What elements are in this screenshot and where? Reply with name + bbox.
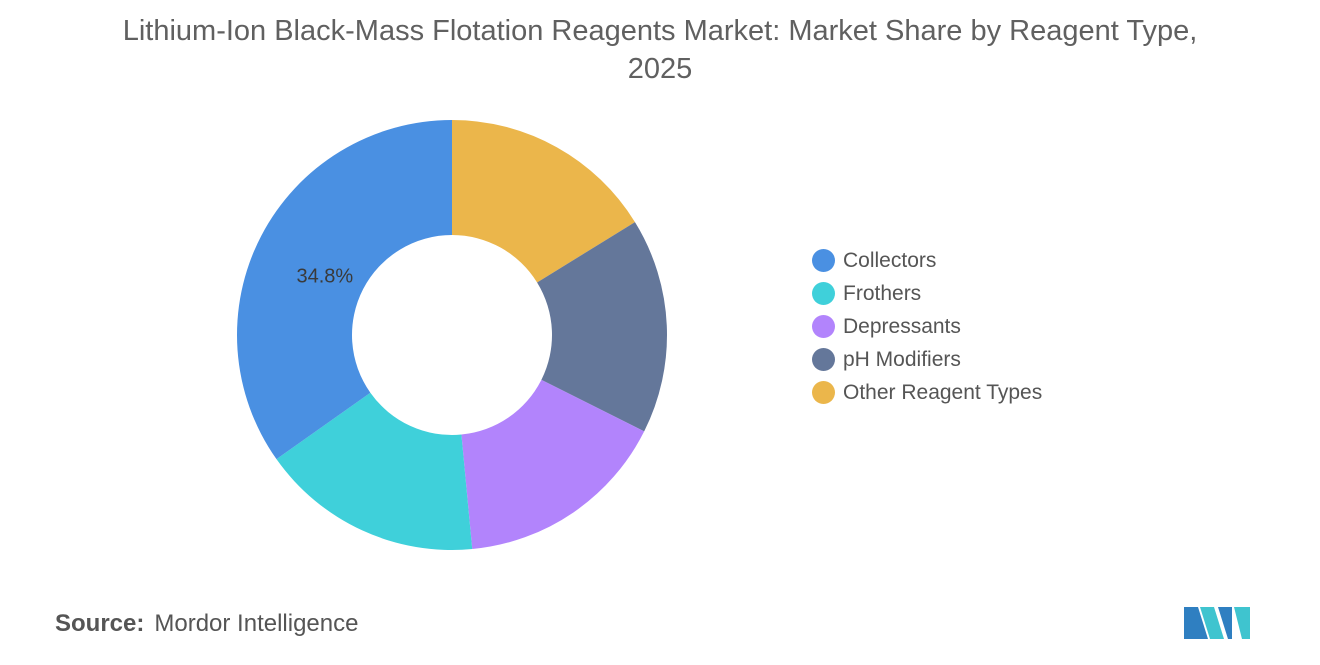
source-label: Source: [55, 610, 145, 637]
legend-item-collectors: Collectors [812, 244, 1042, 277]
legend-swatch [812, 381, 835, 404]
slice-depressants [461, 379, 645, 550]
source-value: Mordor Intelligence [154, 610, 359, 637]
legend-label: Frothers [843, 281, 922, 305]
legend-item-depressants: Depressants [812, 310, 1042, 343]
data-label-collectors: 34.8% [296, 265, 353, 287]
legend-label: Collectors [843, 248, 937, 272]
legend-label: Other Reagent Types [843, 380, 1043, 404]
legend-swatch [812, 249, 835, 272]
mordor-intelligence-logo [1184, 607, 1250, 639]
slice-frothers [276, 392, 473, 550]
slice-other-reagent-types [452, 120, 635, 283]
legend-label: Depressants [843, 314, 961, 338]
legend-item-frothers: Frothers [812, 277, 1042, 310]
legend-item-other-reagent-types: Other Reagent Types [812, 376, 1042, 409]
legend-label: pH Modifiers [843, 347, 961, 371]
legend-item-ph-modifiers: pH Modifiers [812, 343, 1042, 376]
slice-collectors [237, 120, 452, 460]
legend-swatch [812, 348, 835, 371]
chart-legend: Collectors Frothers Depressants pH Modifier… [812, 244, 1042, 409]
source-note: Source: Mordor Intelligence [55, 610, 358, 638]
legend-swatch [812, 282, 835, 305]
slice-ph-modifiers [537, 222, 667, 432]
legend-swatch [812, 315, 835, 338]
chart-title: Lithium-Ion Black-Mass Flotation Reagent… [122, 15, 1198, 85]
